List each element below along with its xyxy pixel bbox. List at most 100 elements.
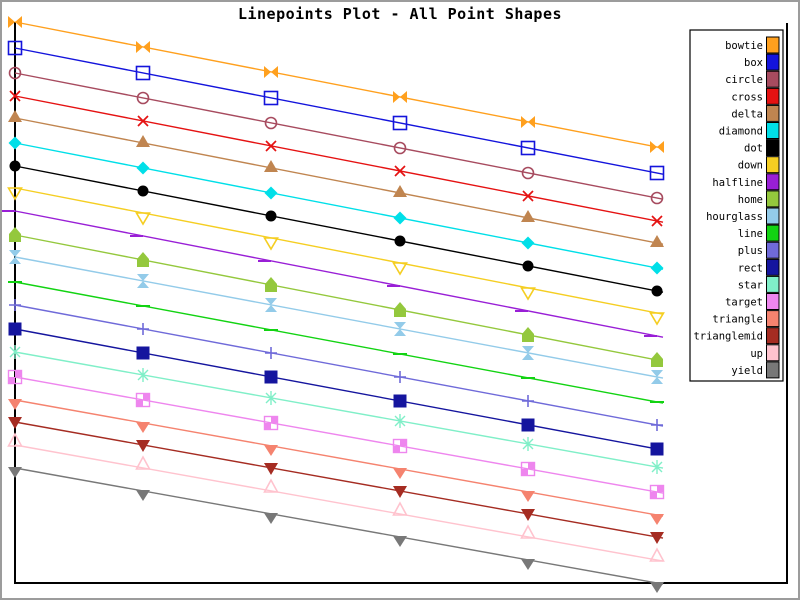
yield-marker: [521, 559, 535, 570]
diamond-marker: [8, 136, 22, 150]
legend: bowtie box circle cross delta diamond dot down h…: [689, 29, 784, 382]
series-line-star: [14, 351, 664, 469]
up-marker: [649, 547, 665, 562]
series-line-up: [14, 444, 664, 562]
down-marker: [263, 237, 279, 251]
down-marker: [392, 262, 408, 276]
legend-item-dot: dot: [744, 139, 780, 157]
rect-marker: [8, 322, 22, 336]
rect-marker: [393, 394, 407, 408]
home-marker: [394, 302, 406, 317]
triangle-marker: [650, 514, 664, 525]
legend-item-plus: plus: [738, 241, 780, 259]
trianglemid-marker: [393, 486, 407, 498]
bowtie-marker: [136, 41, 150, 53]
dot-marker: [265, 210, 277, 222]
series-target: [7, 369, 665, 500]
legend-swatch-down: [766, 156, 780, 174]
dot-marker: [137, 185, 149, 197]
legend-label-triangle: triangle: [712, 314, 763, 326]
hourglass-marker: [522, 346, 534, 360]
series-line-trianglemid: [14, 421, 664, 539]
circle-marker: [393, 141, 407, 155]
legend-swatch-target: [766, 293, 780, 310]
legend-label-down: down: [738, 160, 763, 172]
legend-item-circle: circle: [725, 70, 780, 88]
legend-swatch-plus: [766, 241, 780, 259]
series-line-halfline: [14, 210, 664, 338]
circle-marker: [650, 191, 664, 205]
legend-item-cross: cross: [731, 87, 780, 105]
series-box: [7, 40, 665, 181]
plus-marker: [394, 371, 406, 383]
legend-item-down: down: [738, 156, 780, 174]
box-marker: [135, 65, 151, 81]
up-marker: [392, 501, 408, 516]
series-line-box: [14, 47, 664, 175]
legend-swatch-line: [766, 224, 780, 242]
target-marker: [520, 461, 536, 477]
legend-label-star: star: [738, 279, 763, 291]
star-marker: [265, 391, 277, 405]
circle-marker: [8, 66, 22, 80]
chart-title: Linepoints Plot - All Point Shapes: [237, 5, 563, 23]
dot-marker: [651, 285, 663, 297]
box-marker: [520, 140, 536, 156]
home-marker: [265, 277, 277, 292]
legend-swatch-triangle: [766, 310, 780, 328]
series-line-rect: [14, 328, 664, 451]
star-marker: [651, 460, 663, 474]
cross-marker: [651, 215, 663, 227]
legend-swatch-cross: [766, 87, 780, 105]
hourglass-marker: [137, 274, 149, 288]
cross-marker: [137, 115, 149, 127]
series-line-dot: [14, 165, 664, 293]
delta-marker: [650, 235, 664, 247]
star-marker: [9, 345, 21, 359]
series-line-line: [14, 281, 664, 404]
target-marker: [392, 438, 408, 454]
legend-label-diamond: diamond: [719, 126, 763, 138]
series-line-target: [14, 376, 664, 494]
series-line-home: [14, 234, 664, 362]
legend-item-hourglass: hourglass: [706, 207, 780, 225]
legend-label-bowtie: bowtie: [725, 40, 763, 52]
diamond-marker: [650, 261, 664, 275]
series-triangle: [8, 399, 664, 525]
bowtie-marker: [8, 16, 22, 28]
cross-marker: [9, 90, 21, 102]
series-line-plus: [14, 304, 664, 427]
star-marker: [394, 414, 406, 428]
series-line-cross: [14, 95, 664, 223]
series-line: [8, 281, 664, 404]
series-cross: [9, 90, 664, 227]
bowtie-marker: [393, 91, 407, 103]
dot-marker: [522, 260, 534, 272]
delta-marker: [264, 160, 278, 172]
box-marker: [7, 40, 23, 56]
legend-item-box: box: [744, 53, 780, 71]
box-marker: [649, 165, 665, 181]
trianglemid-marker: [136, 440, 150, 452]
triangle-marker: [8, 399, 22, 410]
legend-item-target: target: [725, 293, 780, 310]
bowtie-marker: [650, 141, 664, 153]
series-down: [7, 187, 665, 326]
legend-label-trianglemid: trianglemid: [693, 331, 763, 343]
yield-marker: [264, 513, 278, 524]
yield-marker: [136, 490, 150, 501]
series-trianglemid: [8, 417, 664, 544]
trianglemid-marker: [264, 463, 278, 475]
target-marker: [7, 369, 23, 385]
diamond-marker: [521, 236, 535, 250]
series-home: [9, 227, 664, 367]
down-marker: [649, 312, 665, 326]
trianglemid-marker: [8, 417, 22, 429]
up-marker: [263, 478, 279, 493]
legend-label-halfline: halfline: [712, 177, 763, 189]
legend-swatch-home: [766, 190, 780, 208]
series-line-triangle: [14, 399, 664, 517]
cross-marker: [522, 190, 534, 202]
dot-marker: [394, 235, 406, 247]
